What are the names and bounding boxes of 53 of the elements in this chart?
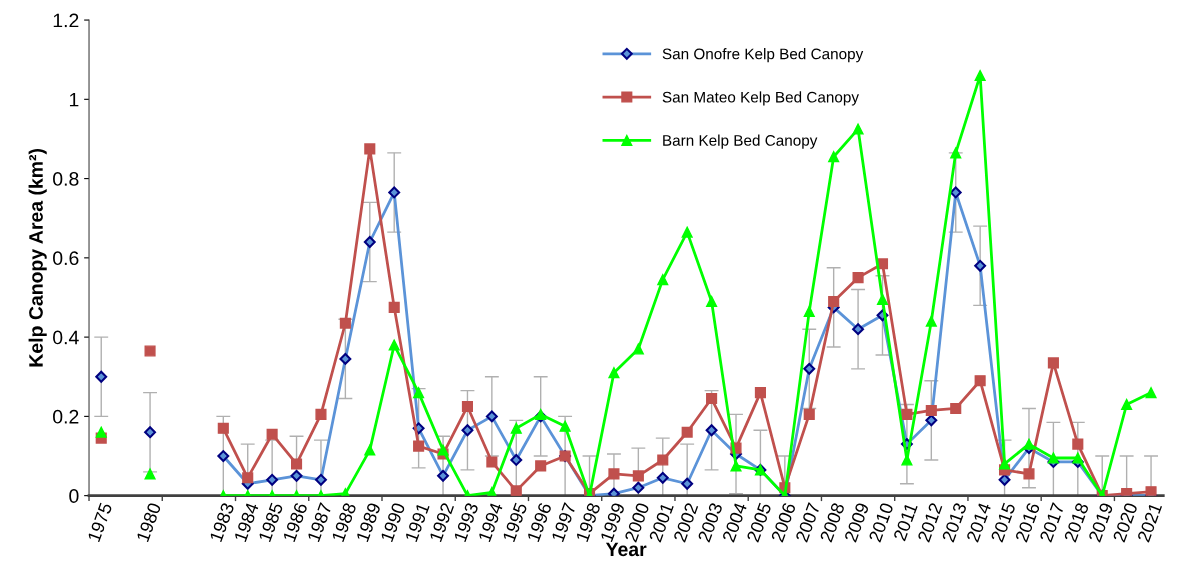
x-tick-label: 1995 xyxy=(502,502,528,543)
x-tick-label: 1999 xyxy=(600,502,626,543)
x-tick-label: 1975 xyxy=(87,502,113,543)
x-tick-label: 2000 xyxy=(624,502,650,543)
x-tick-label: 2019 xyxy=(1088,502,1114,543)
x-tick-label: 2021 xyxy=(1137,502,1163,543)
x-tick-label: 1996 xyxy=(526,502,552,543)
x-tick-label: 2010 xyxy=(868,502,894,543)
x-tick-label: 2005 xyxy=(746,502,772,543)
y-axis-title: Kelp Canopy Area (km²) xyxy=(28,148,47,367)
y-tick-label: 0 xyxy=(69,489,79,503)
x-tick-label: 2004 xyxy=(721,501,748,543)
legend-label: San Mateo Kelp Bed Canopy xyxy=(662,91,859,106)
y-tick-label: 0.2 xyxy=(53,409,79,424)
x-tick-label: 2020 xyxy=(1112,502,1138,543)
x-tick-label: 1983 xyxy=(209,502,235,543)
x-tick-label: 2011 xyxy=(893,502,918,542)
x-tick-label: 1989 xyxy=(355,502,381,543)
y-tick-label: 1 xyxy=(69,92,79,107)
x-tick-label: 2012 xyxy=(917,502,943,543)
x-tick-label: 1993 xyxy=(453,502,479,543)
x-tick-label: 1980 xyxy=(136,502,162,543)
x-tick-label: 1988 xyxy=(331,502,357,543)
y-tick-label: 1.2 xyxy=(53,13,79,28)
y-tick-label: 0.4 xyxy=(53,330,79,345)
legend-label: San Onofre Kelp Bed Canopy xyxy=(662,48,864,63)
x-tick-label: 2006 xyxy=(770,502,796,543)
x-tick-label: 2013 xyxy=(941,502,967,543)
x-tick-label: 2018 xyxy=(1063,502,1089,543)
x-tick-label: 2016 xyxy=(1014,502,1041,543)
x-tick-label: 1992 xyxy=(429,502,455,543)
x-tick-label: 2009 xyxy=(844,502,870,543)
x-tick-label: 2014 xyxy=(966,501,992,543)
x-tick-label: 2015 xyxy=(990,502,1016,543)
x-tick-label: 1985 xyxy=(258,502,284,543)
legend-label: Barn Kelp Bed Canopy xyxy=(663,134,818,149)
y-tick-label: 0.6 xyxy=(53,251,79,266)
x-axis-title: Year xyxy=(605,542,647,557)
x-tick-label: 1986 xyxy=(282,502,308,543)
x-tick-label: 1984 xyxy=(233,501,259,543)
x-tick-label: 2002 xyxy=(673,502,699,543)
x-tick-label: 1997 xyxy=(551,502,577,543)
x-tick-label: 2017 xyxy=(1039,502,1065,543)
x-tick-label: 1998 xyxy=(575,502,601,543)
y-tick-label: 0.8 xyxy=(53,172,79,186)
x-tick-label: 1994 xyxy=(478,501,504,543)
x-tick-label: 1987 xyxy=(307,502,333,543)
x-tick-label: 2007 xyxy=(795,502,821,543)
x-tick-label: 2001 xyxy=(648,502,674,543)
x-tick-label: 2003 xyxy=(697,502,723,543)
x-tick-label: 1991 xyxy=(404,502,430,543)
x-tick-label: 2008 xyxy=(819,502,845,543)
x-tick-label: 1990 xyxy=(380,502,406,543)
